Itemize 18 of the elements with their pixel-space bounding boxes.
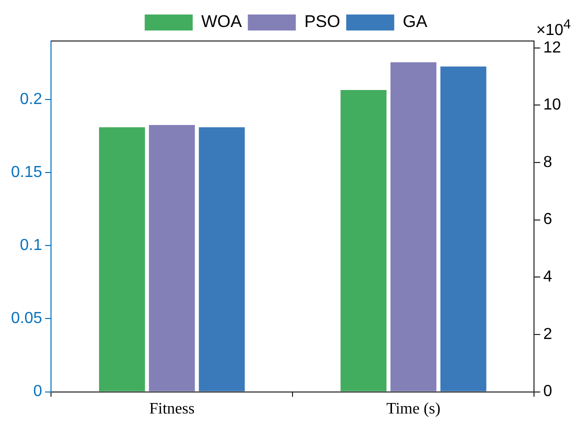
y2-tick-label: 12 <box>543 39 562 56</box>
x-tick-label: Fitness <box>149 400 195 418</box>
legend-label: PSO <box>304 12 340 32</box>
legend-label: GA <box>402 12 428 32</box>
y-tick-label: 0.1 <box>20 237 42 254</box>
y2-tick-label: 6 <box>543 211 552 228</box>
y-tick-label: 0 <box>33 383 42 400</box>
y-tick-label: 0.2 <box>20 90 42 108</box>
y2-tick-label: 10 <box>543 96 562 114</box>
legend-label: WOA <box>201 12 242 32</box>
y2-tick-label: 2 <box>543 326 552 343</box>
y2-tick-label: 4 <box>543 268 552 286</box>
y-tick-label: 0.15 <box>11 164 42 181</box>
y-tick-label: 0.05 <box>11 310 42 328</box>
text: ×10$^{4}$ <box>536 17 571 40</box>
y2-tick-label: 0 <box>543 383 552 400</box>
x-tick-label: Time (s) <box>386 400 440 418</box>
y2-tick-label: 8 <box>543 154 552 171</box>
